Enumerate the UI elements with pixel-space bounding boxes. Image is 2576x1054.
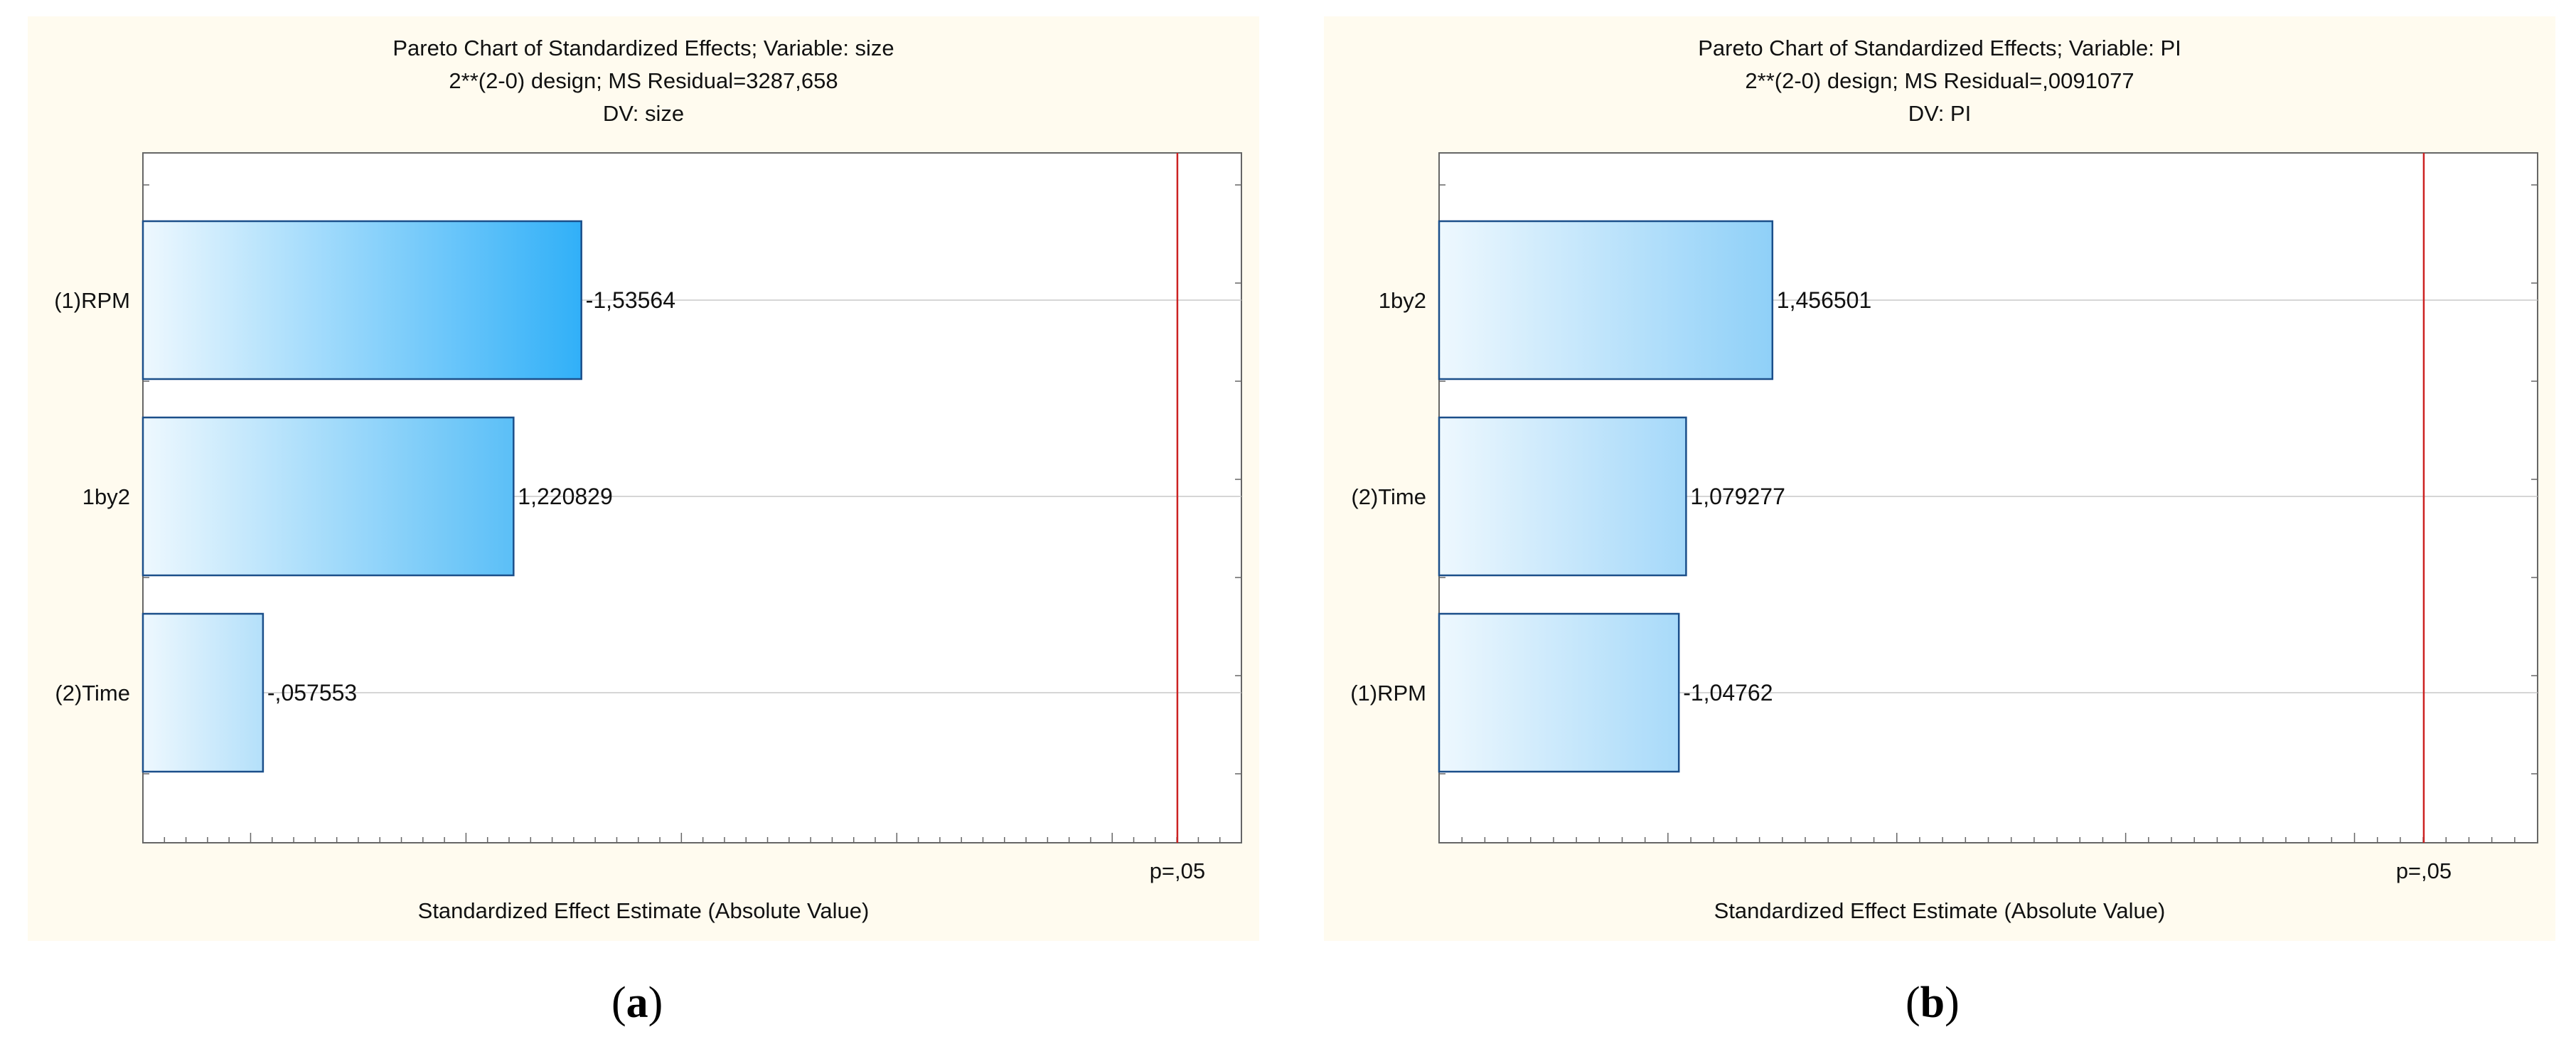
chart-subtitle-line-1: 2**(2-0) design; MS Residual=,0091077	[1745, 68, 2134, 93]
x-axis-label: Standardized Effect Estimate (Absolute V…	[417, 898, 870, 923]
category-label: (1)RPM	[54, 288, 130, 313]
pareto-chart-pi: 1,456501 1by2 1,079277 (2)Time -1,04762 (1)RP…	[1350, 152, 2538, 883]
x-axis-label: Standardized Effect Estimate (Absolute V…	[1714, 898, 2166, 923]
category-label: (1)RPM	[1350, 681, 1426, 706]
data-label: 1,079277	[1690, 484, 1785, 509]
chart-title: Pareto Chart of Standardized Effects; Va…	[392, 36, 894, 60]
category-label: (2)Time	[1351, 484, 1426, 509]
chart-subtitle-line-2: DV: size	[602, 101, 685, 126]
figure-caption-a: (a)	[611, 979, 663, 1027]
chart-title: Pareto Chart of Standardized Effects; Va…	[1698, 36, 2181, 60]
significance-label: p=,05	[2396, 858, 2452, 883]
chart-panel-b: Pareto Chart of Standardized Effects; Va…	[1324, 16, 2555, 941]
chart-title-block: Pareto Chart of Standardized Effects; Va…	[1324, 32, 2555, 130]
bar	[1438, 220, 1774, 380]
data-label: -1,53564	[586, 287, 675, 313]
data-label: 1,220829	[518, 484, 612, 509]
data-label: -,057553	[267, 680, 357, 706]
data-label: -1,04762	[1683, 680, 1773, 706]
chart-subtitle-line-2: DV: PI	[1908, 101, 1972, 126]
figure-caption-b: (b)	[1906, 979, 1960, 1027]
category-label: 1by2	[1379, 288, 1426, 313]
bar	[1438, 416, 1687, 577]
chart-subtitle-line-1: 2**(2-0) design; MS Residual=3287,658	[449, 68, 838, 93]
chart-panel-a: Pareto Chart of Standardized Effects; Va…	[28, 16, 1259, 941]
category-label: (2)Time	[55, 681, 130, 706]
bar	[141, 416, 515, 577]
bar	[141, 220, 582, 380]
pareto-chart-size: -1,53564 (1)RPM 1,220829 1by2 -,057553 (2)Tim…	[54, 152, 1242, 883]
significance-label: p=,05	[1150, 858, 1205, 883]
category-label: 1by2	[82, 484, 130, 509]
bar	[141, 612, 264, 773]
data-label: 1,456501	[1777, 287, 1871, 313]
chart-title-block: Pareto Chart of Standardized Effects; Va…	[28, 32, 1259, 130]
bar	[1438, 612, 1680, 773]
